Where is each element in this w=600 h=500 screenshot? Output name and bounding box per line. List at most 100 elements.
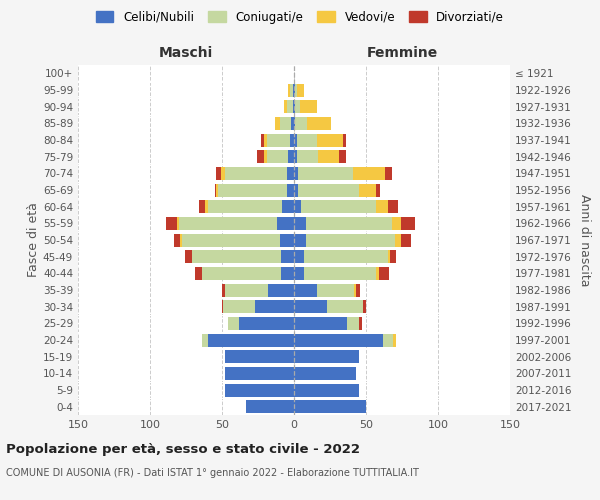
Bar xyxy=(208,200,283,213)
Bar xyxy=(185,250,192,263)
Bar xyxy=(338,150,346,163)
Bar xyxy=(294,267,304,280)
Bar xyxy=(228,317,239,330)
Bar xyxy=(388,250,391,263)
Bar xyxy=(280,234,294,246)
Bar xyxy=(294,84,295,96)
Bar xyxy=(225,384,294,396)
Bar xyxy=(343,134,346,146)
Bar xyxy=(275,117,280,130)
Bar xyxy=(264,150,266,163)
Bar xyxy=(388,200,398,213)
Bar xyxy=(175,234,180,246)
Y-axis label: Anni di nascita: Anni di nascita xyxy=(578,194,591,286)
Bar xyxy=(225,367,294,380)
Bar xyxy=(317,284,355,296)
Bar xyxy=(356,284,360,296)
Bar xyxy=(297,134,317,146)
Text: COMUNE DI AUSONIA (FR) - Dati ISTAT 1° gennaio 2022 - Elaborazione TUTTITALIA.IT: COMUNE DI AUSONIA (FR) - Dati ISTAT 1° g… xyxy=(6,468,419,477)
Bar xyxy=(359,317,362,330)
Bar xyxy=(294,100,295,113)
Bar xyxy=(379,267,389,280)
Bar xyxy=(290,134,294,146)
Bar xyxy=(294,384,359,396)
Bar xyxy=(284,100,287,113)
Bar xyxy=(194,267,202,280)
Bar xyxy=(297,84,304,96)
Bar xyxy=(222,284,225,296)
Bar xyxy=(294,117,295,130)
Bar xyxy=(355,284,356,296)
Bar xyxy=(294,167,298,180)
Bar xyxy=(304,250,388,263)
Bar xyxy=(239,317,294,330)
Bar xyxy=(202,267,281,280)
Bar xyxy=(294,284,317,296)
Bar xyxy=(268,284,294,296)
Bar xyxy=(294,150,297,163)
Bar xyxy=(305,217,392,230)
Bar xyxy=(297,150,319,163)
Bar xyxy=(391,250,396,263)
Legend: Celibi/Nubili, Coniugati/e, Vedovi/e, Divorziati/e: Celibi/Nubili, Coniugati/e, Vedovi/e, Di… xyxy=(91,6,509,28)
Bar xyxy=(216,184,218,196)
Bar xyxy=(401,234,410,246)
Bar xyxy=(199,200,205,213)
Bar xyxy=(383,334,394,346)
Bar xyxy=(225,167,287,180)
Bar xyxy=(295,84,297,96)
Bar xyxy=(294,334,383,346)
Bar xyxy=(295,100,300,113)
Bar xyxy=(192,250,281,263)
Bar xyxy=(266,150,288,163)
Bar xyxy=(261,134,264,146)
Bar xyxy=(283,200,294,213)
Bar xyxy=(294,317,347,330)
Bar xyxy=(376,267,379,280)
Text: Maschi: Maschi xyxy=(159,46,213,60)
Bar xyxy=(216,167,221,180)
Bar xyxy=(294,234,305,246)
Bar xyxy=(287,184,294,196)
Bar xyxy=(294,350,359,363)
Bar xyxy=(294,184,298,196)
Bar xyxy=(376,200,388,213)
Bar xyxy=(288,150,294,163)
Bar xyxy=(182,234,280,246)
Bar xyxy=(255,300,294,313)
Bar xyxy=(294,367,356,380)
Bar xyxy=(353,167,385,180)
Bar xyxy=(295,117,307,130)
Bar xyxy=(300,100,317,113)
Bar xyxy=(395,234,401,246)
Bar xyxy=(257,150,264,163)
Bar xyxy=(347,317,359,330)
Bar xyxy=(215,184,216,196)
Bar xyxy=(221,167,225,180)
Bar xyxy=(205,200,208,213)
Bar xyxy=(294,300,327,313)
Bar xyxy=(319,150,338,163)
Bar xyxy=(294,400,366,413)
Bar xyxy=(281,250,294,263)
Bar xyxy=(401,217,415,230)
Bar xyxy=(225,284,268,296)
Y-axis label: Fasce di età: Fasce di età xyxy=(27,202,40,278)
Bar xyxy=(266,134,290,146)
Bar xyxy=(294,134,297,146)
Bar xyxy=(202,334,208,346)
Bar xyxy=(281,267,294,280)
Bar xyxy=(180,234,182,246)
Bar xyxy=(359,184,376,196)
Bar xyxy=(294,217,305,230)
Bar xyxy=(218,184,287,196)
Text: Femmine: Femmine xyxy=(367,46,437,60)
Bar xyxy=(225,350,294,363)
Bar xyxy=(385,167,392,180)
Bar xyxy=(288,84,290,96)
Bar xyxy=(294,200,301,213)
Bar xyxy=(178,217,179,230)
Bar xyxy=(298,184,359,196)
Bar xyxy=(291,117,294,130)
Bar xyxy=(223,300,255,313)
